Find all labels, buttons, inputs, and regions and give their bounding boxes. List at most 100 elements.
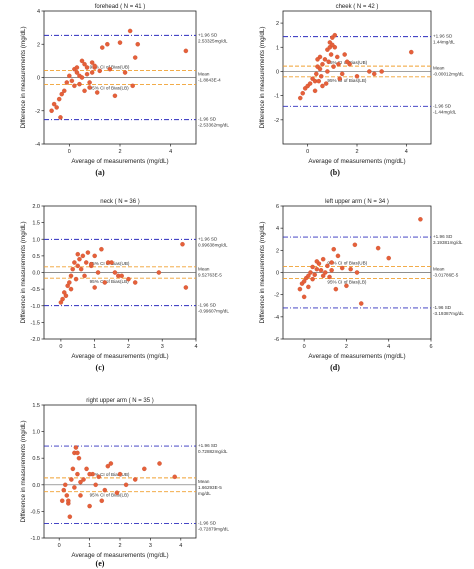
mean-value: -1.8843E-4 — [198, 77, 221, 82]
data-point — [72, 260, 77, 265]
mean-value: -0.00012mg/dL — [433, 71, 464, 76]
data-point — [344, 59, 350, 65]
y-tick-label: -2 — [35, 109, 40, 115]
data-point — [84, 466, 89, 472]
data-point — [95, 270, 101, 275]
mean-label: Mean — [198, 479, 210, 484]
data-point — [344, 283, 349, 289]
data-point — [72, 485, 77, 490]
data-point — [68, 286, 74, 292]
data-point — [58, 115, 63, 120]
data-point — [301, 279, 307, 284]
y-tick-label: -1.0 — [31, 304, 40, 310]
mean-value: -3.01786E-5 — [433, 273, 459, 278]
y-tick-label: 2.0 — [32, 204, 40, 210]
data-point — [315, 57, 320, 62]
data-point — [409, 49, 414, 55]
data-point — [122, 70, 128, 75]
data-point — [418, 217, 423, 222]
data-point — [67, 514, 73, 519]
data-point — [300, 90, 305, 96]
data-point — [132, 280, 138, 285]
data-point — [325, 69, 330, 74]
data-point — [117, 471, 123, 477]
data-point — [339, 265, 345, 271]
y-tick-label: 0 — [276, 69, 279, 75]
data-point — [320, 61, 325, 67]
data-point — [306, 284, 311, 290]
data-point — [66, 498, 71, 504]
data-point — [329, 268, 334, 273]
x-tick-label: 3 — [149, 543, 152, 549]
data-point — [75, 251, 81, 257]
data-point — [84, 71, 90, 77]
data-point — [367, 69, 372, 74]
x-axis-label: Average of measurements (mg/dL) — [308, 353, 405, 360]
upper-sd-value: 3.19381mg/dL — [433, 240, 463, 245]
data-point — [85, 250, 91, 255]
x-axis-label: Average of measurements (mg/dL) — [308, 158, 405, 165]
x-tick-label: 0 — [68, 149, 71, 155]
x-axis-label: Average of measurements (mg/dL) — [71, 158, 168, 165]
data-point — [64, 80, 70, 85]
x-tick-label: 0 — [306, 149, 309, 155]
data-point — [94, 90, 100, 95]
chart-panel-3: neck ( N = 36 ) 0 1 2 3 4 -2.0 -1.5 -1.0 -0.5 0.0 0… — [20, 199, 229, 372]
data-point — [82, 88, 87, 94]
x-axis-label: Average of measurements (mg/dL) — [71, 353, 168, 360]
data-point — [328, 52, 334, 57]
data-point — [308, 270, 313, 275]
upper-sd-label: +1.96 SD — [198, 443, 218, 448]
data-point — [89, 261, 94, 267]
data-point — [132, 477, 138, 482]
lower-sd-label: -1.96 SD — [198, 117, 217, 122]
mean-label: Mean — [198, 266, 210, 271]
data-point — [310, 276, 315, 282]
ci-upper-label: 95% CI of Bias(UB) — [327, 260, 367, 265]
data-point — [312, 88, 318, 94]
mean-label: Mean — [198, 71, 210, 76]
data-point — [375, 245, 381, 251]
chart-title: right upper arm ( N = 35 ) — [86, 398, 154, 404]
data-point — [112, 270, 118, 275]
y-tick-label: 0 — [37, 76, 40, 82]
chart-panel-2: cheek ( N = 42 ) 0 2 4 -2 -1 0 1 2 Average of mea… — [259, 4, 464, 177]
y-tick-label: -4 — [35, 142, 40, 148]
lower-sd-label: -1.96 SD — [433, 305, 452, 310]
lower-sd-label: -1.96 SD — [198, 521, 217, 526]
x-tick-label: 4 — [179, 543, 182, 549]
upper-sd-label: +1.96 SD — [433, 34, 453, 39]
data-point — [310, 264, 315, 270]
data-point — [78, 479, 83, 485]
data-point — [75, 263, 81, 269]
data-point — [99, 246, 104, 252]
chart-panel-4: left upper arm ( N = 34 ) 0 2 4 6 -6 -4 -2 0 2 4 6 A… — [259, 199, 464, 372]
data-point — [64, 493, 70, 498]
upper-sd-label: +1.96 SD — [433, 234, 453, 239]
data-point — [76, 455, 82, 461]
data-point — [297, 286, 303, 292]
y-tick-label: -1.0 — [31, 536, 40, 542]
data-point — [352, 242, 358, 248]
data-point — [70, 266, 75, 272]
panel-label: (c) — [96, 363, 105, 372]
ci-lower-label: 95% CI of Bias(LB) — [90, 279, 130, 284]
data-point — [89, 70, 95, 75]
data-point — [301, 294, 307, 300]
data-point — [78, 266, 84, 272]
y-tick-label: 1 — [276, 45, 279, 51]
data-point — [67, 280, 72, 285]
data-point — [105, 463, 111, 469]
data-point — [323, 81, 329, 86]
data-point — [63, 293, 69, 299]
data-point — [70, 466, 76, 472]
data-point — [314, 266, 320, 272]
upper-sd-value: 2.53325mg/dL — [198, 38, 228, 43]
data-point — [102, 487, 108, 493]
x-axis-label: Average of measurements (mg/dL) — [71, 552, 168, 559]
data-point — [49, 108, 54, 114]
data-point — [87, 80, 92, 85]
chart-title: forehead ( N = 41 ) — [95, 4, 146, 10]
data-point — [348, 266, 353, 272]
